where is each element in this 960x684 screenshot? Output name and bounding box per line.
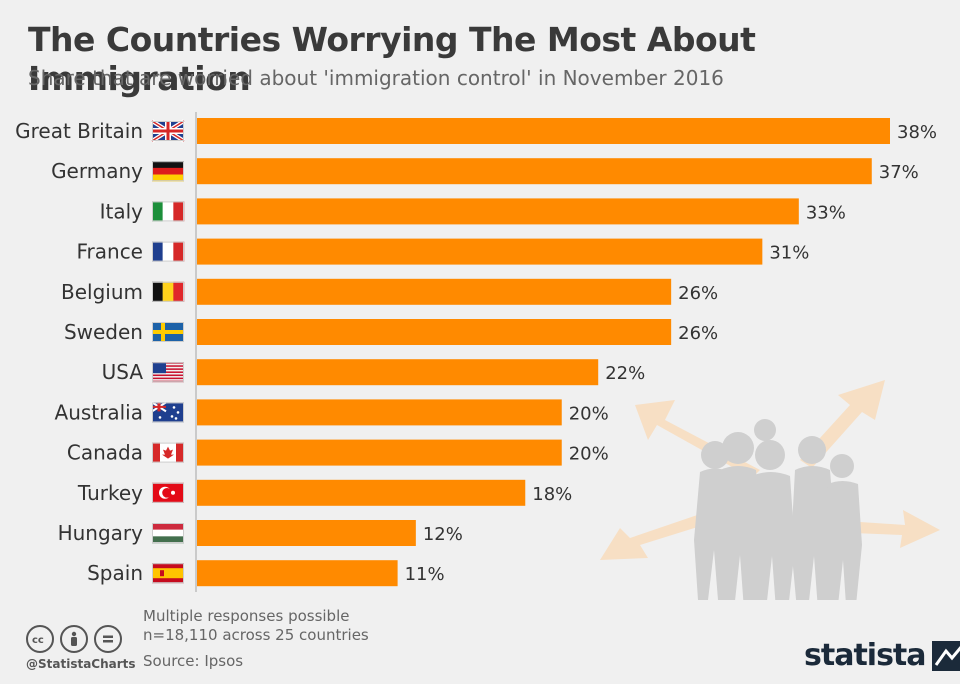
ca-flag-icon [152,442,184,463]
category-labels: Great Britain Germany Italy France Belgium Sw… [15,119,143,585]
category-label-turkey: Turkey [77,481,143,505]
bar-italy [197,198,799,225]
nd-icon [94,625,122,653]
de-flag-icon [152,161,184,182]
statista-logo[interactable]: statista [804,638,960,673]
category-label-spain: Spain [87,561,143,585]
hu-flag-icon [152,523,184,544]
footnote-multiple-responses: Multiple responses possible [143,607,350,625]
tr-flag-icon [152,482,184,503]
es-flag-icon [152,563,184,584]
us-flag-icon [152,362,184,383]
svg-text:cc: cc [32,635,44,645]
bar-france [197,238,763,265]
au-flag-icon [151,401,184,423]
brand-name: statista [804,638,927,673]
be-flag-icon [152,281,185,302]
category-label-france: France [76,240,143,264]
gb-flag-icon [150,119,186,143]
category-label-belgium: Belgium [61,280,143,304]
bar-germany [197,158,872,185]
bar-turkey [197,479,526,506]
value-label-turkey: 18% [532,484,572,505]
migration-illustration [600,380,940,600]
fr-flag-icon [152,241,185,262]
value-label-australia: 20% [569,403,609,424]
bar-spain [197,560,398,587]
bar-belgium [197,278,672,305]
category-label-australia: Australia [55,400,143,424]
value-label-france: 31% [769,243,809,264]
value-label-sweden: 26% [678,323,718,344]
category-label-italy: Italy [100,199,144,223]
category-label-canada: Canada [67,441,143,465]
value-label-great-britain: 38% [897,122,937,143]
value-label-germany: 37% [879,162,919,183]
by-icon [60,625,88,653]
bar-great-britain [197,118,890,144]
category-label-sweden: Sweden [64,320,143,344]
category-label-great-britain: Great Britain [15,119,143,143]
value-label-spain: 11% [405,564,445,585]
statista-logo-icon [931,640,960,671]
bar-usa [197,359,599,386]
category-label-germany: Germany [51,159,143,183]
bar-sweden [197,319,672,345]
value-labels: 38% 37% 33% 31% 26% 26% 22% 20% 20% 18% 12% 11% [405,122,937,585]
se-flag-icon [152,322,184,342]
social-handle[interactable]: @StatistaCharts [26,657,136,671]
family-silhouette-icon [694,419,862,600]
bars [197,118,890,587]
value-label-italy: 33% [806,202,846,223]
value-label-canada: 20% [569,444,609,465]
bar-australia [197,399,562,426]
bar-hungary [197,520,416,546]
chart-title: The Countries Worrying The Most About Im… [28,20,756,98]
license-icons[interactable]: cc [26,625,122,653]
value-label-hungary: 12% [423,524,463,545]
footnote-sample-size: n=18,110 across 25 countries [143,626,369,644]
bar-chart: Great Britain Germany Italy France Belgium Sw… [15,112,940,600]
value-label-usa: 22% [605,363,645,384]
category-label-hungary: Hungary [58,521,144,545]
source-note: Source: Ipsos [143,652,244,670]
bar-canada [197,439,562,466]
it-flag-icon [152,201,185,222]
footnotes: Multiple responses possible n=18,110 acr… [143,607,369,645]
cc-icon: cc [26,625,54,653]
chart-subtitle: Share that are worried about 'immigratio… [28,66,724,90]
category-label-usa: USA [102,360,144,384]
value-label-belgium: 26% [678,283,718,304]
country-flags [150,119,186,584]
